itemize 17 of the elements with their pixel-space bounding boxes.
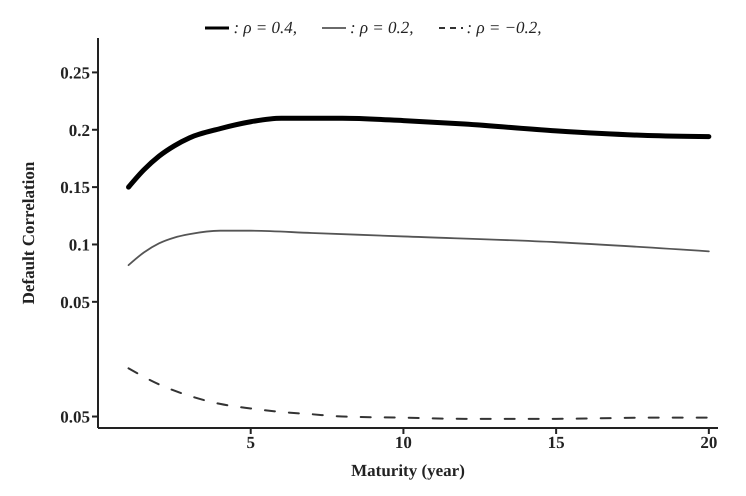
line-series <box>128 230 710 266</box>
line-series <box>128 367 710 420</box>
y-tick-label: 0.1 <box>68 236 90 255</box>
y-tick-label: 0.05 <box>60 292 90 312</box>
x-tick-label: 5 <box>246 433 255 452</box>
y-tick-label: 0.25 <box>60 63 90 82</box>
legend-label: : ρ = 0.4, <box>233 18 297 38</box>
x-axis-title: Maturity (year) <box>351 461 465 480</box>
x-tick-label: 15 <box>548 433 565 452</box>
legend-label: : ρ = 0.2, <box>350 18 414 38</box>
x-tick-label: 10 <box>394 433 412 452</box>
legend-label: : ρ = −0.2, <box>466 18 542 38</box>
y-tick-label: 0.15 <box>60 178 90 198</box>
y-tick-label: 0.05 <box>60 408 90 427</box>
y-tick-label: 0.2 <box>68 120 90 140</box>
x-tick-label: 20 <box>700 433 718 452</box>
y-axis-title: Default Correlation <box>19 161 38 304</box>
